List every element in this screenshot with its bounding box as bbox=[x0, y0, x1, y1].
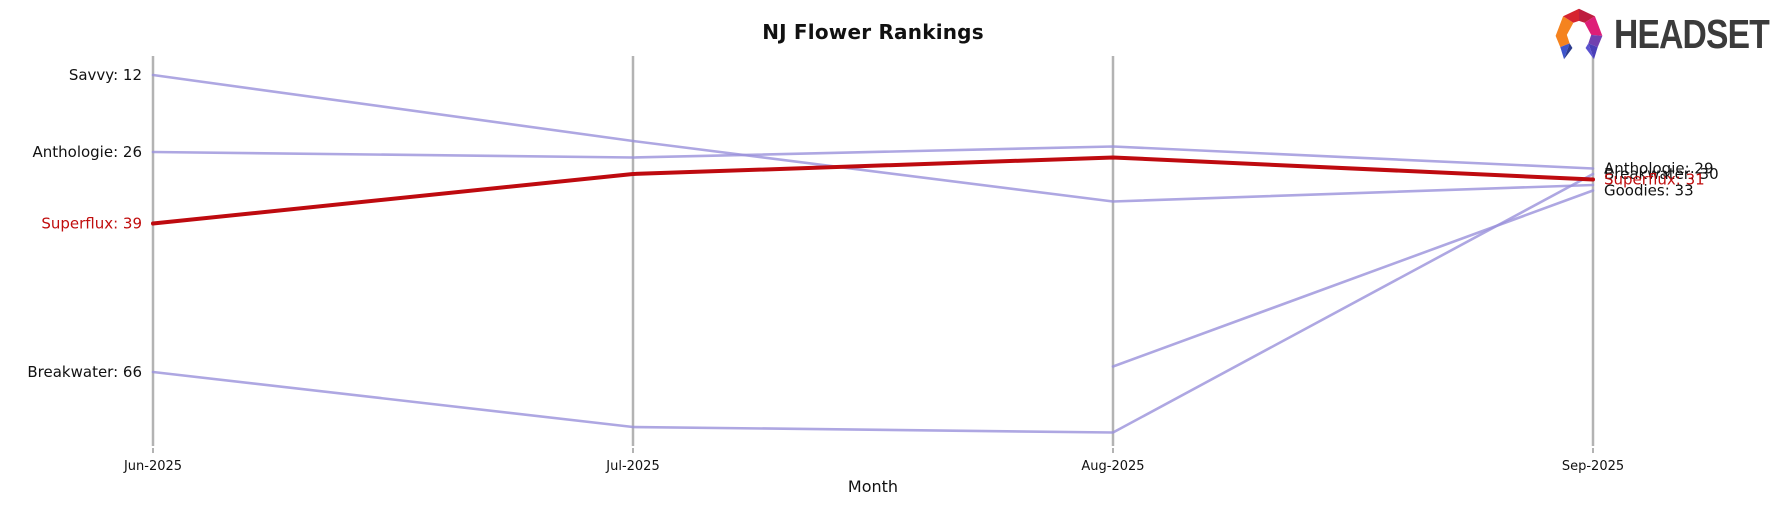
month-tick-label: Jun-2025 bbox=[123, 459, 182, 474]
right-series-label: Superflux: 31 bbox=[1604, 171, 1705, 189]
series-line-savvy bbox=[151, 73, 1595, 203]
month-tick-label: Jul-2025 bbox=[605, 459, 659, 474]
headset-logo-icon bbox=[1555, 8, 1603, 60]
right-series-label: Breakwater: 30 bbox=[1604, 165, 1719, 183]
month-tick-label: Aug-2025 bbox=[1081, 459, 1144, 474]
series-line-goodies bbox=[1111, 189, 1595, 368]
right-series-label: Anthologie: 29 bbox=[1604, 160, 1714, 178]
headset-logo: HEADSET bbox=[1549, 5, 1770, 63]
left-series-label: Superflux: 39 bbox=[41, 215, 142, 233]
chart-title: NJ Flower Rankings bbox=[762, 20, 984, 44]
left-series-label: Savvy: 12 bbox=[69, 66, 142, 84]
series-line-anthologie bbox=[151, 145, 1595, 170]
headset-logo-text: HEADSET bbox=[1614, 10, 1770, 57]
left-series-label: Anthologie: 26 bbox=[32, 143, 142, 161]
left-series-label: Breakwater: 66 bbox=[27, 363, 142, 381]
x-axis-label: Month bbox=[848, 477, 898, 496]
series-line-superflux bbox=[151, 155, 1595, 226]
right-series-label: Goodies: 33 bbox=[1604, 182, 1694, 200]
series-line-breakwater bbox=[151, 172, 1595, 434]
month-tick-label: Sep-2025 bbox=[1562, 459, 1624, 474]
